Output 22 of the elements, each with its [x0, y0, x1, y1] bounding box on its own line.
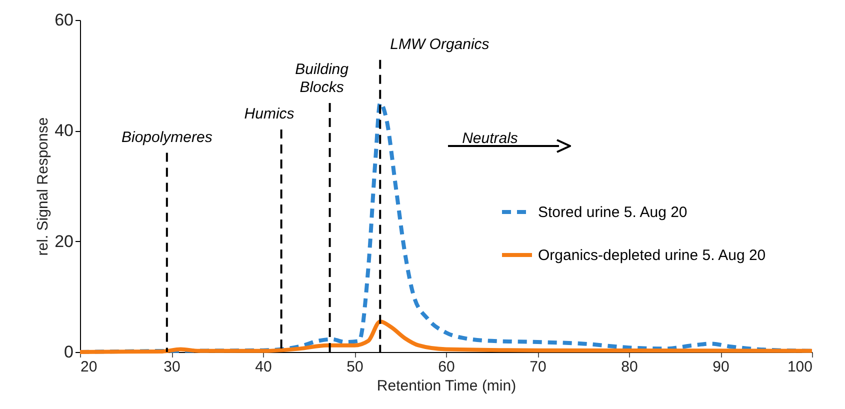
x-tick-label: 40 — [255, 358, 272, 376]
annotation: Neutrals — [462, 130, 518, 147]
y-tick-label: 0 — [64, 342, 74, 362]
x-tick-label: 100 — [787, 358, 812, 376]
x-tick-label: 80 — [621, 358, 638, 376]
ref-line-label: Building Blocks — [295, 61, 350, 96]
y-tick-label: 60 — [54, 10, 74, 30]
x-tick-label: 20 — [80, 358, 98, 376]
legend-label: Organics-depleted urine 5. Aug 20 — [538, 247, 766, 264]
x-tick-label: 90 — [712, 358, 730, 376]
x-tick-label: 60 — [438, 358, 455, 376]
ref-line-label: Biopolymeres — [121, 128, 213, 146]
x-tick-label: 30 — [164, 358, 180, 376]
x-axis-title: Retention Time (min) — [376, 378, 516, 394]
x-tick-label: 70 — [530, 358, 546, 376]
ref-line-label: Humics — [244, 106, 295, 123]
legend-label: Stored urine 5. Aug 20 — [538, 204, 688, 221]
ref-line-label: LMW Organics — [390, 36, 490, 53]
y-tick-label: 40 — [54, 121, 74, 140]
y-tick-label: 20 — [54, 232, 74, 251]
x-tick-label: 50 — [346, 358, 364, 376]
y-axis-title: rel. Signal Response — [34, 117, 52, 256]
